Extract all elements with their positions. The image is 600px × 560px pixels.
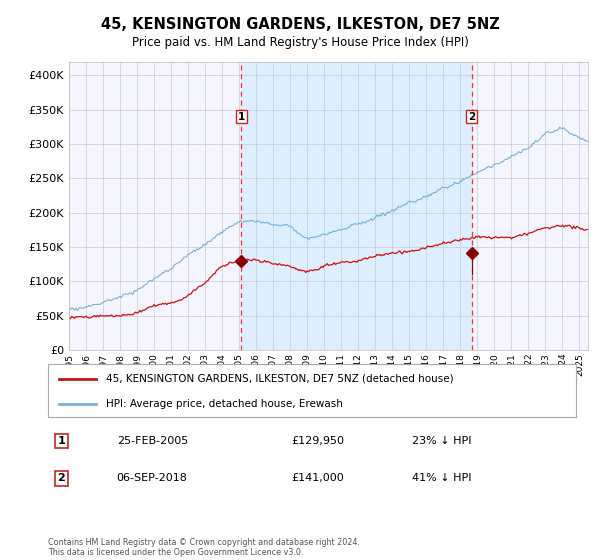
Text: 2: 2	[468, 111, 475, 122]
Bar	[241, 62, 472, 350]
Text: Price paid vs. HM Land Registry's House Price Index (HPI): Price paid vs. HM Land Registry's House …	[131, 36, 469, 49]
Text: Contains HM Land Registry data © Crown copyright and database right 2024.
This d: Contains HM Land Registry data © Crown c…	[48, 538, 360, 557]
Text: 2: 2	[58, 473, 65, 483]
Text: £141,000: £141,000	[291, 473, 344, 483]
Text: 45, KENSINGTON GARDENS, ILKESTON, DE7 5NZ (detached house): 45, KENSINGTON GARDENS, ILKESTON, DE7 5N…	[106, 374, 454, 384]
Text: 41% ↓ HPI: 41% ↓ HPI	[412, 473, 472, 483]
Text: 45, KENSINGTON GARDENS, ILKESTON, DE7 5NZ: 45, KENSINGTON GARDENS, ILKESTON, DE7 5N…	[101, 17, 499, 32]
Text: 23% ↓ HPI: 23% ↓ HPI	[412, 436, 472, 446]
Text: 1: 1	[58, 436, 65, 446]
Text: 06-SEP-2018: 06-SEP-2018	[116, 473, 188, 483]
Text: HPI: Average price, detached house, Erewash: HPI: Average price, detached house, Erew…	[106, 399, 343, 409]
Text: 1: 1	[238, 111, 245, 122]
Text: £129,950: £129,950	[291, 436, 344, 446]
Text: 25-FEB-2005: 25-FEB-2005	[116, 436, 188, 446]
